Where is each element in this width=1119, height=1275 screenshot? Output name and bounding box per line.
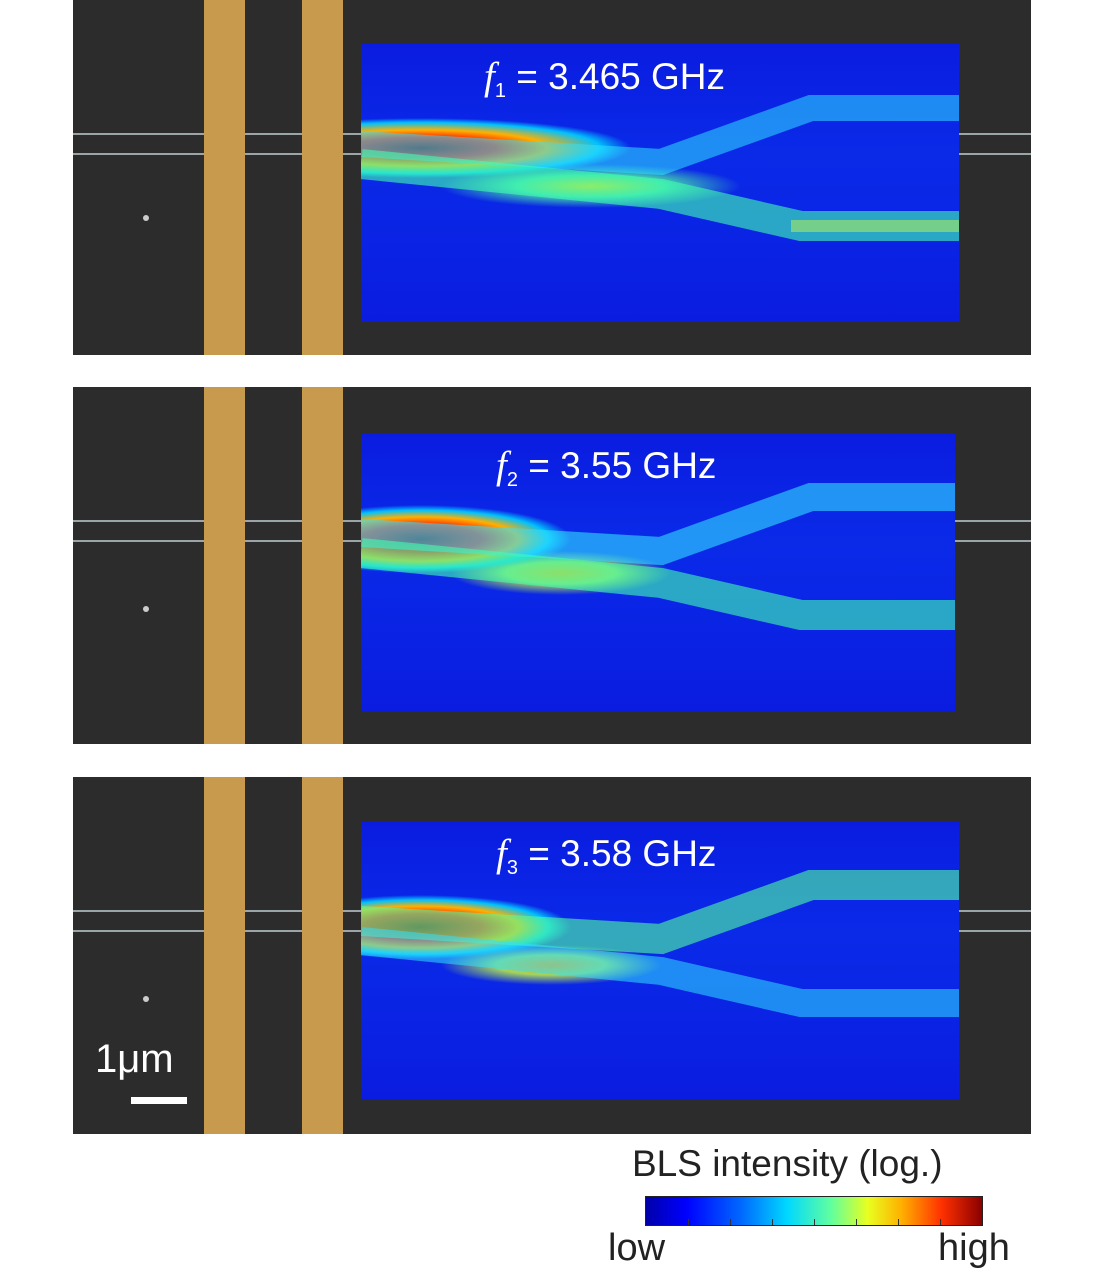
freq-symbol: f bbox=[496, 832, 507, 875]
bls-heatmap-1 bbox=[361, 44, 959, 322]
freq-value: = 3.465 GHz bbox=[505, 56, 726, 97]
freq-subscript: 2 bbox=[506, 469, 518, 491]
freq-subscript: 3 bbox=[506, 857, 518, 879]
frequency-label-3: f3 = 3.58 GHz bbox=[496, 831, 716, 880]
colorbar-low-label: low bbox=[608, 1227, 666, 1269]
electrode-strip-left bbox=[204, 0, 245, 355]
scale-bar: 1μm bbox=[95, 1037, 187, 1104]
electrode-strip-left bbox=[204, 777, 245, 1134]
freq-value: = 3.55 GHz bbox=[517, 445, 717, 486]
scale-bar-line bbox=[131, 1097, 187, 1104]
sem-background bbox=[73, 777, 1031, 1134]
legend-title: BLS intensity (log.) bbox=[632, 1143, 943, 1184]
bls-heatmap-3 bbox=[361, 821, 959, 1099]
freq-symbol: f bbox=[496, 444, 507, 487]
electrode-strip-right bbox=[302, 777, 343, 1134]
electrode-strip-left bbox=[204, 387, 245, 744]
scale-bar-label: 1μm bbox=[95, 1037, 174, 1081]
frequency-label-1: f1 = 3.465 GHz bbox=[484, 54, 725, 103]
bls-heatmap-2 bbox=[361, 433, 955, 711]
bls-panel-2: f2 = 3.55 GHz bbox=[73, 387, 1031, 744]
freq-value: = 3.58 GHz bbox=[517, 833, 717, 874]
colorbar-high-label: high bbox=[938, 1227, 1010, 1269]
electrode-strip-right bbox=[302, 387, 343, 744]
electrode-strip-right bbox=[302, 0, 343, 355]
freq-symbol: f bbox=[484, 55, 495, 98]
freq-subscript: 1 bbox=[494, 80, 506, 102]
frequency-label-2: f2 = 3.55 GHz bbox=[496, 443, 716, 492]
bls-panel-3: f3 = 3.58 GHz 1μm bbox=[73, 777, 1031, 1134]
intensity-colorbar bbox=[645, 1196, 983, 1226]
bls-panel-1: f1 = 3.465 GHz bbox=[73, 0, 1031, 355]
sem-background bbox=[73, 0, 1031, 355]
